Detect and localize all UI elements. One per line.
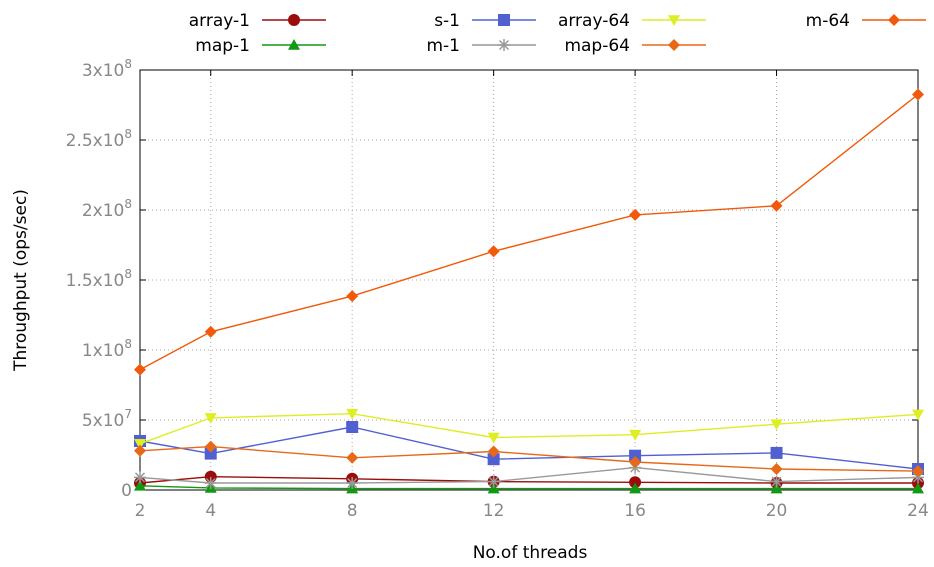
data-point-map-64	[134, 444, 146, 457]
y-tick-label: 1x108	[82, 337, 132, 361]
series-layer	[134, 88, 924, 494]
data-point-array-64	[204, 413, 217, 424]
marker-stroke	[488, 476, 499, 487]
data-point-m-1	[770, 475, 783, 488]
grid-lines	[140, 70, 918, 490]
series-line-s-1	[139, 426, 919, 470]
data-point-m-1	[487, 475, 500, 488]
series-m-64	[134, 88, 924, 376]
legend-entry-map-1: map-1	[195, 36, 326, 56]
data-point-map-1	[629, 482, 642, 494]
data-point-map-1	[134, 479, 146, 491]
x-tick-label: 4	[205, 501, 216, 521]
data-point-array-64	[912, 409, 924, 421]
data-point-map-1	[770, 482, 783, 494]
series-line-array-64	[139, 412, 919, 445]
y-tick-label: 0	[121, 481, 132, 501]
x-tick-label: 12	[483, 501, 505, 521]
data-point-m-1	[204, 477, 217, 489]
data-point-s-1	[770, 446, 783, 459]
data-point-m-64	[629, 208, 642, 221]
y-tick-label: 5x107	[82, 407, 132, 431]
data-point-m-64	[346, 290, 359, 303]
marker-stroke	[771, 476, 782, 487]
data-point-s-1	[629, 449, 642, 462]
series-map-64	[134, 440, 924, 478]
legend-label: array-1	[189, 11, 250, 31]
legend: array-1 s-1 array-64 m-64 map-1 m-1 map-64	[189, 11, 926, 56]
legend-marker	[888, 14, 900, 26]
data-point-m-64	[912, 88, 924, 101]
marker-stroke	[498, 39, 510, 51]
data-point-map-1	[487, 482, 500, 494]
legend-label: map-1	[195, 36, 250, 56]
y-tick-label: 1.5x108	[66, 267, 132, 291]
x-tick-label: 20	[766, 501, 788, 521]
marker-stroke	[912, 472, 924, 483]
legend-marker	[288, 14, 300, 26]
series-array-1	[134, 470, 924, 489]
legend-marker	[498, 14, 510, 26]
data-point-array-64	[487, 432, 500, 444]
data-point-array-64	[134, 439, 146, 450]
x-tick-label: 8	[347, 501, 358, 521]
marker-stroke	[205, 477, 216, 489]
legend-label: array-64	[558, 11, 630, 31]
marker-stroke	[134, 472, 146, 483]
series-s-1	[134, 421, 924, 475]
data-point-m-64	[134, 363, 146, 376]
data-point-m-64	[487, 245, 500, 258]
y-axis-label: Throughput (ops/sec)	[11, 189, 31, 372]
legend-marker	[668, 15, 680, 26]
y-tick-label: 2.5x108	[66, 127, 132, 151]
data-point-array-1	[629, 476, 642, 489]
x-tick-label: 24	[907, 501, 929, 521]
data-point-map-64	[204, 440, 217, 453]
series-line-m-64	[139, 93, 919, 371]
legend-marker	[668, 39, 680, 51]
data-point-array-64	[770, 419, 783, 431]
legend-label: map-64	[564, 36, 630, 56]
legend-entry-array-1: array-1	[189, 11, 326, 31]
legend-marker	[288, 39, 300, 50]
plot-frame	[139, 69, 919, 491]
data-point-s-1	[346, 421, 359, 433]
data-point-map-64	[487, 445, 500, 458]
data-point-map-64	[770, 463, 783, 475]
data-point-s-1	[204, 447, 217, 460]
data-point-map-1	[912, 482, 924, 494]
marker-stroke	[347, 477, 358, 489]
data-point-map-64	[346, 451, 359, 464]
data-point-array-64	[346, 408, 359, 420]
legend-label: m-64	[806, 11, 850, 31]
legend-marker	[498, 39, 510, 51]
x-tick-label: 16	[624, 501, 646, 521]
series-m-1	[134, 461, 924, 489]
legend-entry-s-1: s-1	[434, 11, 536, 31]
x-tick-label: 2	[135, 501, 146, 521]
data-point-array-64	[629, 429, 642, 441]
data-point-map-64	[629, 456, 642, 468]
legend-entry-map-64: map-64	[564, 36, 706, 56]
x-axis-label: No.of threads	[473, 543, 588, 563]
y-tick-label: 3x108	[82, 57, 132, 81]
legend-entry-m-64: m-64	[806, 11, 926, 31]
data-point-map-64	[912, 465, 924, 478]
series-line-map-1	[139, 485, 918, 490]
y-tick-label: 2x108	[82, 197, 132, 221]
legend-entry-array-64: array-64	[558, 11, 706, 31]
legend-label: s-1	[434, 11, 460, 31]
data-point-m-1	[346, 477, 359, 489]
legend-label: m-1	[426, 36, 460, 56]
series-array-64	[134, 408, 924, 450]
data-point-s-1	[487, 453, 500, 466]
data-point-m-64	[204, 325, 217, 338]
data-point-m-64	[770, 199, 783, 212]
legend-entry-m-1: m-1	[426, 36, 536, 56]
data-point-m-1	[134, 471, 146, 484]
